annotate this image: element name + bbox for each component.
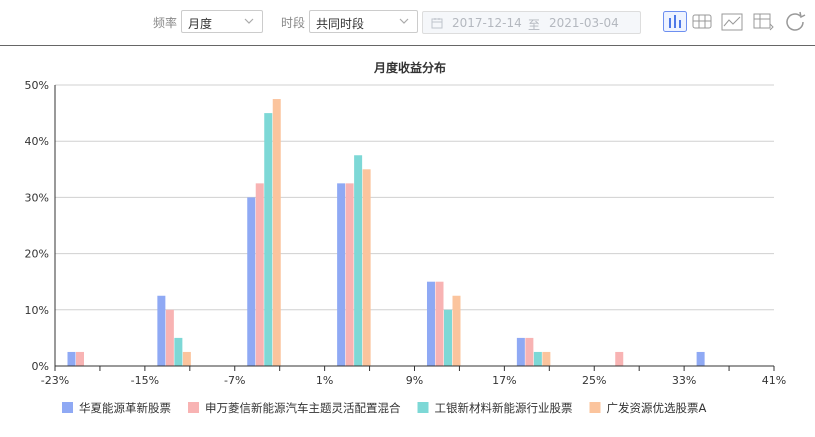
bar [516, 337, 525, 366]
bar-chart-icon[interactable] [663, 11, 687, 33]
bar [542, 351, 551, 366]
x-tick-label: 25% [582, 374, 606, 387]
date-end: 2021-03-04 [549, 16, 619, 30]
legend-swatch [188, 402, 199, 413]
bar [354, 155, 363, 366]
chart-title: 月度收益分布 [373, 60, 446, 75]
chevron-down-icon [399, 18, 409, 24]
frequency-label: 频率 [153, 16, 178, 30]
bar [247, 197, 256, 366]
y-tick-label: 0% [32, 360, 49, 373]
legend-label: 工银新材料新能源行业股票 [435, 401, 573, 415]
calendar-icon [431, 18, 443, 29]
x-tick-label: -23% [41, 374, 69, 387]
bar [345, 183, 354, 366]
legend-label: 广发资源优选股票A [607, 401, 707, 415]
x-tick-label: 41% [762, 374, 786, 387]
bar [443, 309, 452, 366]
period-value: 共同时段 [316, 17, 365, 31]
y-tick-label: 50% [25, 79, 49, 92]
period-label: 时段 [281, 16, 306, 30]
bar [696, 351, 705, 366]
bar [182, 351, 191, 366]
table-icon[interactable] [690, 11, 714, 33]
bar [435, 281, 444, 366]
bar [264, 113, 273, 366]
legend-label: 华夏能源革新股票 [79, 401, 171, 415]
frequency-value: 月度 [188, 17, 213, 31]
legend-swatch [589, 402, 601, 413]
bar [165, 309, 174, 366]
date-range-picker[interactable]: 2017-12-14 至 2021-03-04 [422, 11, 641, 34]
date-start: 2017-12-14 [452, 16, 522, 30]
toolbar: 频率 月度 时段 共同时段 2017-12-14 至 2021-03-04 [0, 0, 815, 46]
bar [525, 337, 534, 366]
monthly-return-chart: 月度收益分布 0% 10% 20% 30% 40% 50% -23% -15% -7% 1% 9%… [25, 60, 787, 415]
line-chart-icon[interactable] [720, 11, 744, 33]
bar [362, 169, 371, 366]
x-tick-label: -7% [224, 374, 245, 387]
y-axis: 0% 10% 20% 30% 40% 50% [25, 79, 56, 373]
export-icon[interactable] [752, 11, 776, 33]
legend-swatch [62, 402, 73, 413]
y-tick-label: 10% [25, 304, 49, 317]
bar [174, 337, 183, 366]
period-select[interactable]: 共同时段 [309, 10, 418, 33]
y-tick-label: 30% [25, 191, 49, 204]
grid-lines [55, 84, 774, 311]
bar [67, 351, 76, 366]
date-separator: 至 [528, 18, 541, 32]
bar [255, 183, 264, 366]
bars [67, 99, 705, 367]
bar [615, 351, 624, 366]
x-axis: -23% -15% -7% 1% 9% 17% 25% 33% 41% [41, 365, 786, 387]
legend: 华夏能源革新股票 申万菱信新能源汽车主题灵活配置混合 工银新材料新能源行业股票 广发资… [62, 401, 706, 415]
x-tick-label: 9% [406, 374, 423, 387]
bar [272, 99, 281, 367]
y-tick-label: 20% [25, 248, 49, 261]
bar [426, 281, 435, 366]
legend-label: 申万菱信新能源汽车主题灵活配置混合 [205, 401, 401, 415]
bar [533, 351, 542, 366]
x-tick-label: 17% [492, 374, 516, 387]
x-tick-label: -15% [131, 374, 159, 387]
bar [157, 295, 166, 366]
chevron-down-icon [244, 18, 254, 24]
y-tick-label: 40% [25, 135, 49, 148]
x-tick-label: 33% [672, 374, 696, 387]
frequency-select[interactable]: 月度 [181, 10, 263, 33]
refresh-icon[interactable] [784, 11, 808, 33]
legend-swatch [417, 402, 429, 413]
x-tick-label: 1% [316, 374, 333, 387]
bar [337, 183, 346, 366]
bar [452, 295, 461, 366]
bar [75, 351, 84, 366]
